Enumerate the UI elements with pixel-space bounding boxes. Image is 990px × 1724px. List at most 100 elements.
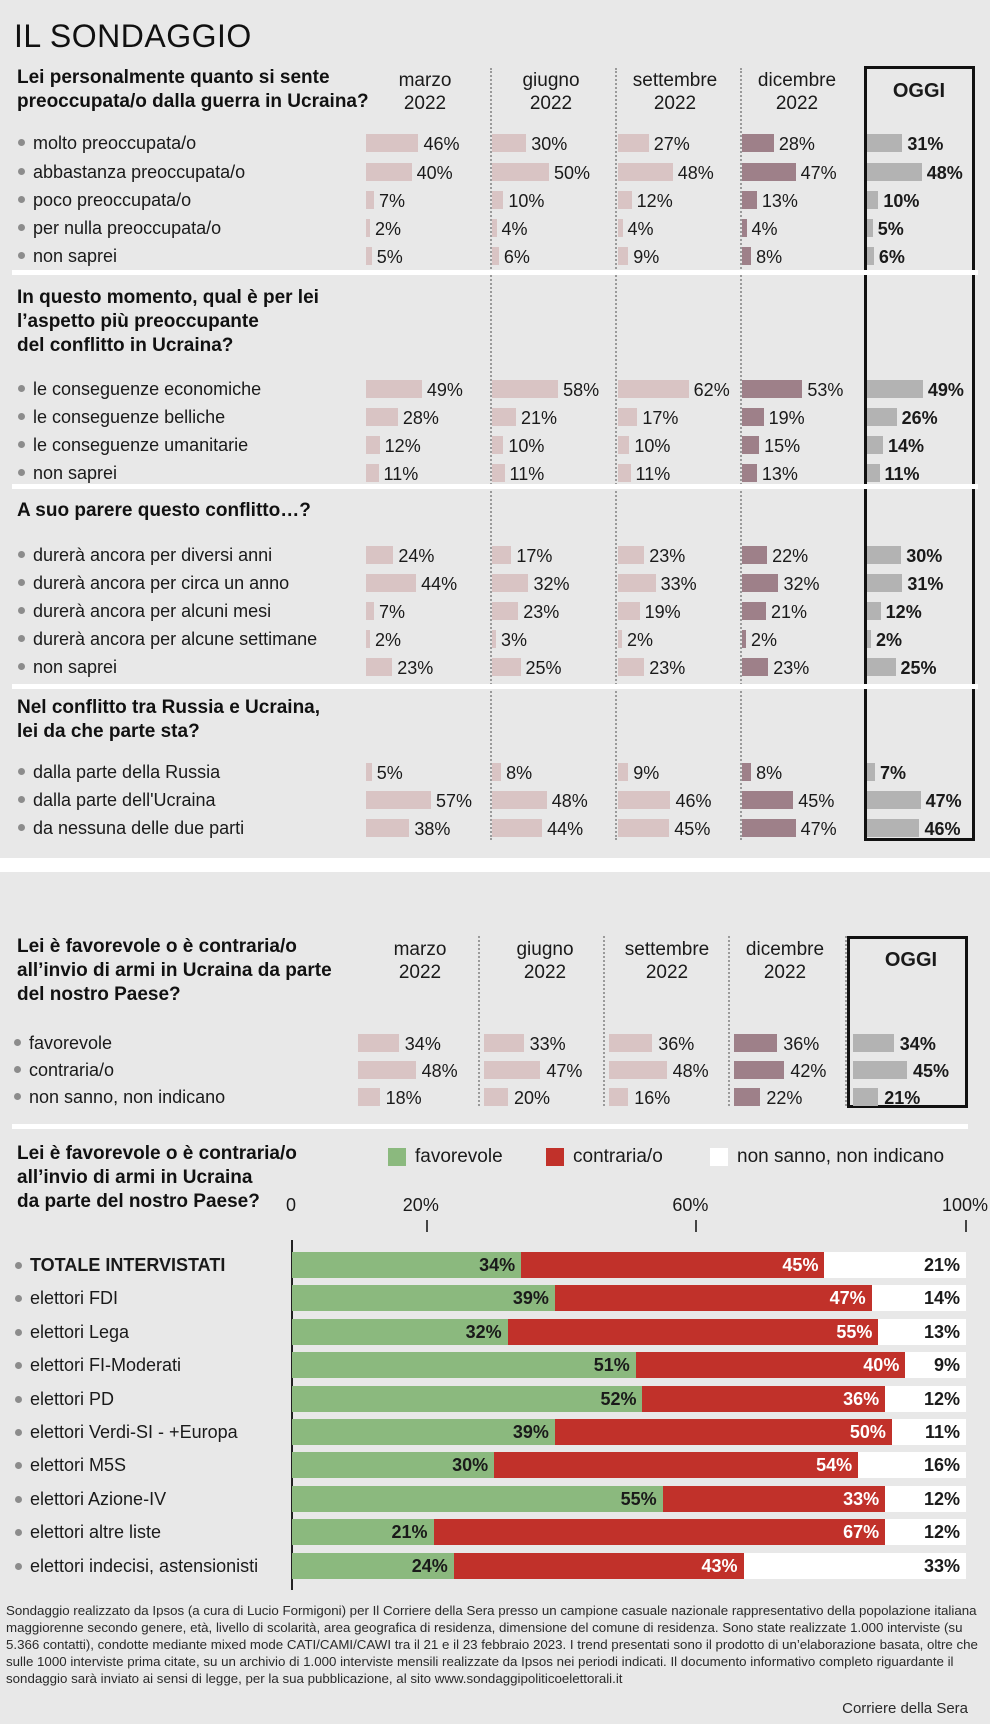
section-1-row-value: 19% — [768, 408, 805, 428]
section-2-row-bar — [618, 602, 640, 620]
section-2-row-bar — [492, 574, 529, 592]
section-0-row-bar — [492, 134, 527, 152]
category-label: TOTALE INTERVISTATI — [30, 1255, 226, 1275]
stacked-value-2: 21% — [923, 1255, 960, 1275]
section-1-row-bar — [618, 464, 631, 482]
section-0-row-value: 5% — [376, 247, 403, 267]
stacked-value-0: 34% — [479, 1255, 516, 1275]
category-label: elettori Lega — [30, 1321, 130, 1342]
section-3-row-value: 46% — [675, 791, 712, 811]
section-2-row-bar — [867, 546, 902, 564]
stacked-segment-2 — [824, 1252, 966, 1278]
section-3-row-label: da nessuna delle due parti — [33, 818, 245, 838]
arms-row-bar — [853, 1088, 879, 1106]
stacked-value-1: 45% — [782, 1255, 819, 1275]
arms-row-value: 16% — [634, 1088, 671, 1108]
section-2-row-label: non saprei — [33, 657, 118, 677]
section-3-row-value: 5% — [376, 763, 403, 783]
stacked-segment-1 — [494, 1452, 859, 1479]
section-0-row-bullet — [18, 224, 25, 231]
section-2-row-value: 19% — [644, 602, 681, 622]
section-1-row-bullet — [18, 441, 25, 448]
arms-row-value: 18% — [385, 1088, 422, 1108]
stacked-value-0: 32% — [465, 1321, 502, 1342]
section-0-row-bar — [867, 134, 903, 152]
panel-gap — [0, 858, 990, 872]
arms-column-header-1: giugno 2022 — [516, 939, 574, 983]
column-divider — [740, 68, 742, 840]
stacked-value-1: 55% — [836, 1321, 873, 1342]
section-1-row-bar — [618, 380, 689, 398]
category-label: elettori PD — [30, 1388, 115, 1409]
section-0-row-bar — [618, 191, 632, 209]
section-0-row-value: 50% — [554, 163, 591, 183]
stacked-segment-2 — [878, 1318, 966, 1345]
arms-row-value: 48% — [421, 1061, 458, 1081]
arms-row-bullet — [14, 1093, 21, 1100]
category-bullet — [15, 1262, 22, 1269]
arms-row-label: contraria/o — [29, 1060, 115, 1080]
section-3-row-bar — [867, 819, 920, 837]
section-2-row-label: durerà ancora per diversi anni — [33, 545, 273, 565]
column-divider — [615, 68, 617, 840]
section-1-row-bar — [366, 436, 380, 454]
section-0-row-value: 12% — [636, 191, 673, 211]
section-0-row-value: 4% — [501, 219, 528, 239]
section-0-row-bar — [618, 134, 649, 152]
section-2-row-value: 2% — [375, 630, 402, 650]
arms-row-value: 22% — [766, 1088, 803, 1108]
section-3-row-bar — [618, 819, 670, 837]
section-2-row-bullet — [18, 635, 25, 642]
stacked-value-2: 12% — [923, 1522, 960, 1543]
section-1-row-value: 17% — [642, 408, 679, 428]
arms-separator — [12, 1124, 968, 1129]
section-2-row-bar — [618, 546, 645, 564]
stacked-segment-0 — [292, 1485, 663, 1512]
column-header-1: giugno 2022 — [522, 70, 580, 114]
section-3-row-value: 48% — [551, 791, 588, 811]
stacked-segment-0 — [292, 1385, 643, 1412]
stacked-value-1: 54% — [816, 1455, 853, 1476]
question-3: Nel conflitto tra Russia e Ucraina, lei d… — [17, 697, 321, 742]
arms-row-label: non sanno, non indicano — [29, 1087, 226, 1107]
page-title: IL SONDAGGIO — [14, 18, 252, 54]
stacked-value-1: 36% — [843, 1388, 880, 1409]
section-1-row-label: le conseguenze belliche — [33, 407, 226, 427]
section-3-row-value: 7% — [879, 763, 906, 783]
section-2-row-value: 22% — [772, 546, 809, 566]
arms-row-bar — [484, 1088, 508, 1106]
section-0-row-value: 2% — [375, 219, 402, 239]
section-0-row-bar — [867, 163, 922, 181]
section-3-row-value: 46% — [924, 819, 961, 839]
section-1-row-value: 15% — [764, 436, 801, 456]
section-0-row-bar — [492, 219, 497, 237]
section-separator — [12, 484, 978, 489]
section-1-row-bar — [618, 436, 630, 454]
section-2-row-bullet — [18, 579, 25, 586]
arms-row-bar — [484, 1061, 541, 1079]
section-1-row-bar — [742, 380, 803, 398]
category-label: elettori FI-Moderati — [30, 1355, 182, 1376]
stacked-segment-2 — [858, 1452, 966, 1479]
section-2-row-bar — [366, 658, 393, 676]
arms-row-value: 34% — [899, 1034, 936, 1054]
section-2-row-bar — [366, 630, 370, 648]
axis-tick-label: 60% — [672, 1195, 709, 1215]
arms-column-divider — [845, 936, 847, 1106]
section-1-row-bar — [867, 436, 883, 454]
section-0-row-bar — [618, 219, 623, 237]
arms-row-bullet — [14, 1066, 21, 1073]
stacked-value-2: 16% — [923, 1455, 960, 1476]
stacked-segment-0 — [292, 1519, 434, 1546]
section-2-row-value: 23% — [649, 546, 686, 566]
stacked-value-2: 33% — [923, 1555, 960, 1576]
arms-row-value: 36% — [658, 1034, 695, 1054]
section-0-row-bar — [492, 163, 549, 181]
stacked-segment-2 — [891, 1419, 966, 1445]
section-1-row-bar — [492, 436, 504, 454]
arms-row-bar — [734, 1088, 761, 1106]
section-2-row-bar — [742, 630, 746, 648]
category-label: elettori Verdi-SI - +Europa — [30, 1422, 238, 1442]
stacked-value-0: 21% — [391, 1522, 428, 1543]
section-2-row-value: 24% — [398, 546, 435, 566]
